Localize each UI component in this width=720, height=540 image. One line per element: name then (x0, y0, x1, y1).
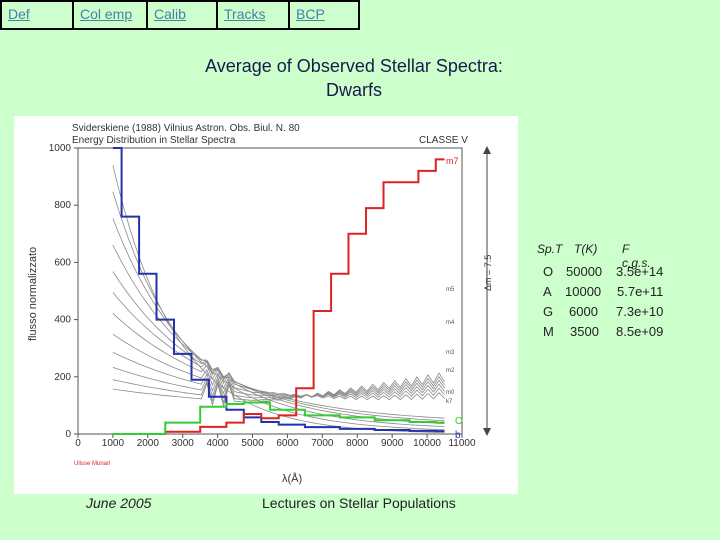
x-tick-label: 9000 (381, 438, 404, 449)
nav-cell-tracks[interactable]: Tracks (218, 2, 290, 28)
y-tick-label: 200 (54, 372, 71, 383)
x-tick-label: 11000 (448, 438, 476, 449)
spectra-chart: Sviderskiene (1988) Vilnius Astron. Obs.… (14, 116, 518, 494)
o-label: O (455, 416, 463, 427)
figure-header-line2: Energy Distribution in Stellar Spectra (72, 135, 236, 146)
table-cell-spt-3: M (543, 324, 554, 339)
series-line-g (112, 401, 445, 435)
curve-label-m4: m4 (446, 320, 455, 326)
delta-m-indicator: Δm = 7.5 (483, 146, 493, 436)
footer-course-title: Lectures on Stellar Populations (262, 495, 456, 511)
table-cell-temp-0: 50000 (566, 264, 603, 279)
curve-label-m0: m0 (446, 390, 455, 396)
x-tick-label: 8000 (346, 438, 369, 449)
nav-link-bcp[interactable]: BCP (296, 6, 325, 22)
table-header-tk: T(K) (574, 242, 598, 256)
grey-spectrum-line (112, 351, 445, 398)
grey-spectrum-line (112, 218, 445, 427)
table-cell-spt-0: O (543, 264, 554, 279)
y-tick-label: 1000 (49, 143, 72, 154)
x-tick-label: 6000 (276, 438, 299, 449)
grey-spectrum-line (112, 367, 445, 400)
curve-label-m5: m5 (446, 287, 455, 293)
y-tick-label: 600 (54, 257, 71, 268)
table-cell-spt-1: A (543, 284, 552, 299)
curve-label-k7: k7 (446, 399, 453, 405)
slide-title-line1: Average of Observed Stellar Spectra: (205, 56, 503, 76)
grey-spectrum-line (112, 191, 445, 431)
table-header-spt: Sp.T (537, 242, 563, 256)
x-tick-label: 7000 (311, 438, 334, 449)
chart-background (14, 116, 518, 494)
table-cell-temp-1: 10000 (565, 284, 602, 299)
x-tick-label: 4000 (207, 438, 230, 449)
table-cell-temp-3: 3500 (570, 324, 599, 339)
delta-m-label: Δm = 7.5 (483, 255, 493, 291)
series-group (112, 147, 445, 435)
axes-group: 0 1000 2000 3000 4000 5000 6000 7000 8000 9000 100… (49, 143, 476, 449)
x-tick-label: 10000 (413, 438, 441, 449)
curve-label-m3: m3 (446, 350, 455, 356)
nav-link-tracks[interactable]: Tracks (224, 6, 266, 22)
figure-header-line1: Sviderskiene (1988) Vilnius Astron. Obs.… (72, 123, 300, 134)
slide-title-line2: Dwarfs (325, 80, 382, 100)
series-line-m7 (112, 158, 445, 435)
x-tick-label: 0 (75, 438, 81, 449)
plot-frame (77, 147, 463, 435)
table-cell-temp-2: 6000 (569, 304, 598, 319)
x-tick-label: 1000 (102, 438, 125, 449)
b-label: b (455, 430, 461, 441)
m7-label: m7 (446, 156, 459, 166)
y-tick-label: 800 (54, 200, 71, 211)
credit-label: Ulisse Munari (74, 461, 110, 467)
x-tick-label: 3000 (172, 438, 195, 449)
nav-cell-calib[interactable]: Calib (148, 2, 218, 28)
x-tick-label: 5000 (241, 438, 264, 449)
curve-label-m2: m2 (446, 368, 455, 374)
y-axis-label: flusso normalizzato (27, 247, 39, 341)
nav-link-def[interactable]: Def (8, 6, 30, 22)
table-cell-flux-3: 8.5e+09 (616, 324, 664, 339)
curve-labels-group: m5 m4 m3 m2 m0 k7 (446, 287, 455, 405)
grey-spectrum-line (112, 313, 445, 401)
grey-spectrum-line (112, 372, 445, 408)
table-cell-spt-2: G (543, 304, 554, 319)
grey-spectrum-line (112, 333, 445, 398)
x-tick-label: 2000 (137, 438, 160, 449)
y-tick-label: 0 (65, 429, 71, 440)
nav-link-col-emp[interactable]: Col emp (80, 6, 133, 22)
table-header-flux: F c.g.s. (622, 242, 651, 270)
classe-label: CLASSE V (419, 135, 468, 146)
nav-link-calib[interactable]: Calib (154, 6, 186, 22)
top-nav-bar: Def Col emp Calib Tracks BCP (0, 0, 360, 30)
nav-cell-bcp[interactable]: BCP (290, 2, 358, 28)
nav-cell-def[interactable]: Def (2, 2, 74, 28)
grey-spectrum-line (112, 375, 445, 404)
table-cell-flux-1: 5.7e+11 (617, 284, 664, 299)
nav-cell-col-emp[interactable]: Col emp (74, 2, 148, 28)
footer-date: June 2005 (86, 495, 152, 511)
table-cell-flux-0: 3.5e+14 (616, 264, 664, 279)
table-cell-flux-2: 7.3e+10 (616, 304, 664, 319)
x-axis-label: λ(Å) (282, 472, 302, 485)
y-tick-label: 400 (54, 315, 71, 326)
spectra-figure: Sviderskiene (1988) Vilnius Astron. Obs.… (14, 116, 518, 494)
